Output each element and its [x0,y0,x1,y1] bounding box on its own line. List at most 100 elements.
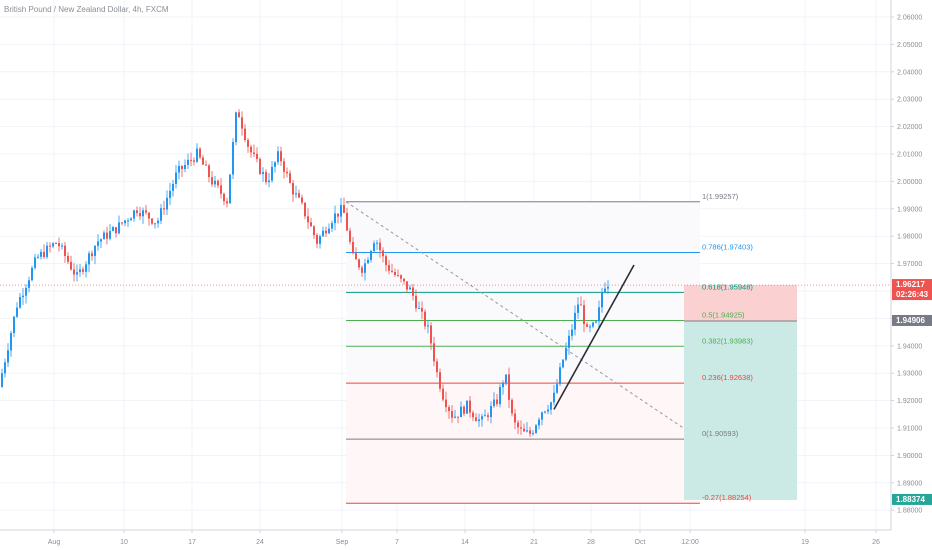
candle-body [163,208,165,210]
candle-body [451,411,453,418]
candle-body [295,193,297,195]
short-position-tool[interactable] [684,285,797,500]
candle-body [124,220,126,224]
candle-body [313,226,315,236]
candle-body [169,190,171,198]
price-tick-label: 1.89000 [897,480,922,487]
candle-body [82,269,84,272]
candle-body [331,223,333,229]
candle-body [19,297,21,308]
candle-body [589,326,591,328]
candle-body [502,382,504,388]
price-axis[interactable]: 2.06000 2.05000 2.04000 2.03000 2.02000 2.010… [890,0,932,550]
candle-body [541,412,543,420]
candle-body [13,316,15,334]
candle-body [115,227,117,234]
candle-body [202,157,204,165]
candle-body [307,216,309,223]
candle-body [337,213,339,217]
fib-level-label: -0.27(1.88254) [702,493,752,502]
price-tick-label: 1.91000 [897,426,922,433]
candle-body [226,201,228,204]
candle-body [358,259,360,268]
candle-body [412,287,414,296]
candle-body [592,322,594,327]
candle-body [196,148,198,162]
time-axis[interactable]: Aug 10 17 24 Sep 7 14 21 28 Oct 12:00 19 26 [0,529,891,546]
time-tick-label: 19 [801,539,809,546]
candle-body [397,275,399,277]
time-tick-label: 12:00 [681,539,699,546]
drawings[interactable] [553,264,635,410]
candle-body [214,180,216,185]
symbol-title: British Pound / New Zealand Dollar, 4h, … [4,5,169,14]
candle-body [418,307,420,309]
candle-body [559,367,561,385]
candle-body [352,241,354,254]
candle-body [301,197,303,203]
candle-body [430,325,432,344]
time-tick-label: 17 [188,539,196,546]
candle-body [199,148,201,158]
price-tick-label: 1.90000 [897,453,922,460]
candle-body [184,164,186,170]
candle-body [406,281,408,290]
take-profit-zone[interactable] [684,320,797,500]
candle-body [175,172,177,184]
candle-body [394,272,396,276]
candle-body [604,288,606,293]
candle-body [466,400,468,414]
candle-body [40,251,42,257]
time-tick-label: 10 [120,539,128,546]
candle-body [127,220,129,222]
time-tick-label: Aug [48,539,61,546]
candle-body [133,210,135,219]
candle-body [370,251,372,260]
price-tick-label: 2.05000 [897,42,922,49]
candle-body [4,362,6,374]
candle-body [106,232,108,239]
candle-body [37,256,39,258]
candle-body [238,112,240,118]
candle-body [442,388,444,400]
candle-body [577,304,579,313]
fib-level-label: 0.5(1.94925) [702,310,745,319]
candle-body [580,304,582,306]
candle-body [103,232,105,240]
price-tick-label: 2.01000 [897,152,922,159]
candle-body [403,278,405,282]
candle-body [526,430,528,432]
time-tick-label: 7 [395,539,399,546]
candle-body [79,269,81,273]
candle-body [208,165,210,178]
candle-body [46,245,48,257]
fib-trend-line[interactable] [345,201,701,440]
candle-body [436,361,438,373]
fib-level-label: 1(1.99257) [702,192,739,201]
candle-body [88,253,90,265]
candle-body [121,222,123,224]
candle-body [298,193,300,198]
candle-body [583,305,585,325]
price-tag-label: 1.94906 [896,316,925,325]
candle-body [379,242,381,251]
candle-body [109,231,111,239]
candle-body [145,210,147,213]
candle-body [556,384,558,393]
candle-body [142,210,144,217]
price-tick-label: 1.93000 [897,371,922,378]
fib-retracement[interactable] [345,201,701,504]
time-tick-label: Sep [336,539,349,546]
candle-body [310,222,312,227]
candle-body [529,430,531,434]
stop-loss-zone[interactable] [684,285,797,321]
candle-body [112,227,114,232]
candle-body [178,165,180,173]
candle-body [574,312,576,330]
price-tick-label: 2.04000 [897,69,922,76]
candle-body [571,329,573,336]
candle-body [31,267,33,281]
candle-body [373,243,375,252]
uptrend-line[interactable] [553,264,635,410]
